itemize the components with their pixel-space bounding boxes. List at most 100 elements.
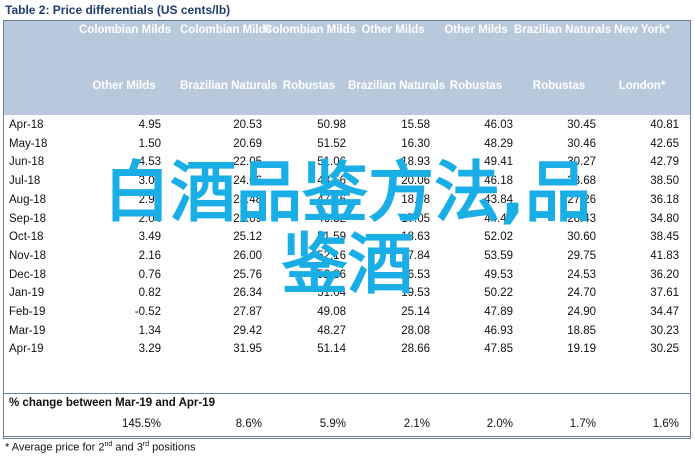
column-subheader: London* [618, 80, 666, 92]
cell: 51.52 [317, 137, 346, 150]
cell: 40.81 [650, 119, 679, 131]
cell: 36.18 [650, 193, 679, 206]
cell: 46.18 [484, 175, 513, 188]
cell: 29.42 [233, 324, 262, 337]
column-header: New York* [614, 24, 670, 36]
cell: 42.79 [650, 156, 679, 169]
cell: 30.46 [567, 137, 596, 150]
cell: 27.87 [233, 306, 262, 318]
cell: 30.27 [567, 156, 596, 169]
cell: 22.09 [233, 212, 262, 225]
row-label: Jul-18 [9, 175, 41, 188]
cell: 41.83 [650, 249, 679, 262]
cell: 18.63 [401, 231, 430, 244]
column-header: Colombian Milds [79, 24, 171, 36]
cell: 48.27 [317, 324, 346, 337]
column-subheader: Brazilian Naturals [180, 80, 278, 92]
cell: 18.85 [567, 324, 596, 337]
footnote-part: positions [149, 441, 196, 454]
cell: 17.05 [401, 212, 430, 225]
cell: 24.06 [233, 175, 262, 188]
cell: 19.19 [567, 343, 596, 356]
cell: 20.06 [401, 175, 430, 188]
cell: 22.05 [233, 156, 262, 169]
cell: 2.1% [403, 418, 430, 430]
cell: 52.16 [317, 249, 346, 262]
cell: 2.04 [138, 212, 161, 225]
cell: 34.47 [650, 306, 679, 318]
cell: 48.56 [317, 175, 346, 188]
cell: 30.45 [567, 119, 596, 131]
header-band [3, 20, 691, 115]
cell: 46.52 [317, 212, 346, 225]
cell: 19.53 [401, 287, 430, 300]
cell: 24.70 [567, 287, 596, 300]
cell: 28.08 [401, 324, 430, 337]
cell: 25.76 [233, 268, 262, 281]
cell: 49.53 [484, 268, 513, 281]
cell: 20.69 [233, 137, 262, 150]
column-subheader: Robustas [449, 80, 503, 92]
cell: 24.53 [567, 268, 596, 281]
column-header: Colombian Milds [264, 24, 356, 36]
row-label: Nov-18 [9, 249, 47, 262]
cell: 2.90 [138, 193, 161, 206]
cell: 3.49 [138, 231, 161, 244]
row-label: Sep-18 [9, 212, 47, 225]
cell: 15.58 [401, 119, 430, 131]
row-label: Dec-18 [9, 268, 47, 281]
cell: 30.23 [650, 324, 679, 337]
row-label: Jan-19 [9, 287, 45, 300]
cell: 44.48 [484, 212, 513, 225]
cell: 30.60 [567, 231, 596, 244]
cell: 52.86 [317, 268, 346, 281]
cell: 3.29 [138, 343, 161, 356]
cell: 46.03 [484, 119, 513, 131]
cell: 30.25 [650, 343, 679, 356]
column-subheader: Robustas [282, 80, 336, 92]
cell: 38.45 [650, 231, 679, 244]
column-header: Other Milds [444, 24, 508, 36]
cell: 3.03 [138, 175, 161, 188]
cell: 20.53 [233, 119, 262, 131]
cell: 36.20 [650, 268, 679, 281]
cell: 28.68 [567, 175, 596, 188]
row-label: Feb-19 [9, 306, 46, 318]
cell: 8.6% [235, 418, 262, 430]
cell: 46.93 [484, 324, 513, 337]
cell: 24.90 [567, 306, 596, 318]
cell: 47.16 [317, 193, 346, 206]
cell: 51.59 [317, 231, 346, 244]
overlay-text: 鉴酒 [281, 226, 414, 303]
cell: 1.34 [138, 324, 161, 337]
rule [3, 393, 691, 394]
row-label: Apr-18 [9, 119, 44, 131]
cell: 27.26 [567, 193, 596, 206]
cell: 18.58 [401, 193, 430, 206]
cell: 23.48 [233, 193, 262, 206]
column-header: Colombian Milds [180, 24, 272, 36]
cell: 17.84 [401, 249, 430, 262]
cell: 51.06 [317, 156, 346, 169]
row-label: Mar-19 [9, 324, 46, 337]
cell: 26.00 [233, 249, 262, 262]
cell: 1.7% [569, 418, 596, 430]
cell: 42.65 [650, 137, 679, 150]
cell: 26.34 [233, 287, 262, 300]
cell: 53.59 [484, 249, 513, 262]
column-subheader: Brazilian Naturals [348, 80, 446, 92]
cell: 50.98 [317, 119, 346, 131]
footnote: * Average price for 2nd and 3rd position… [5, 441, 196, 454]
change-label: % change between Mar-19 and Apr-19 [9, 397, 215, 409]
footnote-part: nd [104, 441, 113, 448]
row-label: Oct-18 [9, 231, 44, 244]
cell: 47.89 [484, 306, 513, 318]
cell: 25.12 [233, 231, 262, 244]
footnote-part: rd [142, 441, 150, 448]
footnote-part: * Average price for 2 [5, 441, 105, 454]
cell: 48.29 [484, 137, 513, 150]
row-label: Aug-18 [9, 193, 47, 206]
cell: 29.75 [567, 249, 596, 262]
column-header: Brazilian Naturals [514, 24, 612, 36]
